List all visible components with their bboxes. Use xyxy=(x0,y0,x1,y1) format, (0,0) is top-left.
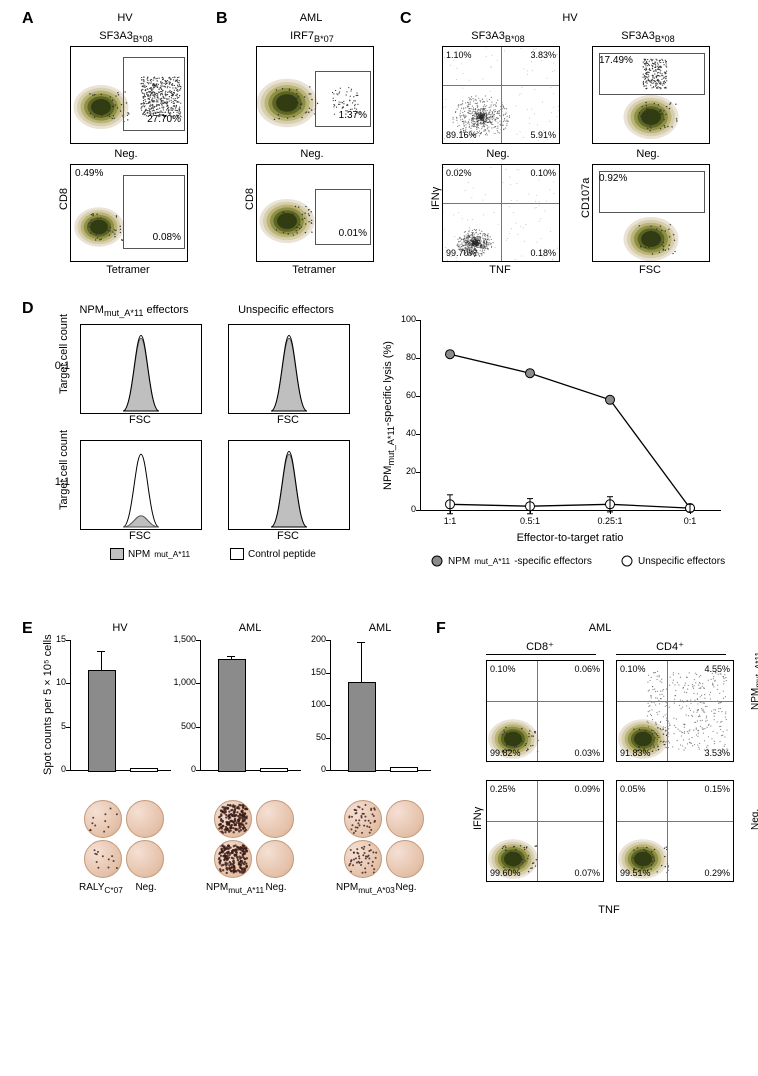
elispot-well xyxy=(386,840,424,878)
row-label: NPMmut_A*11 xyxy=(750,652,758,710)
elispot-well xyxy=(256,840,294,878)
flow-plot: 0.10%4.55%91.83%3.53% xyxy=(616,660,734,762)
panel-label-e: E xyxy=(22,620,33,638)
flow-plot: 0.05%0.15%99.51%0.29% xyxy=(616,780,734,882)
elispot-bar-chart xyxy=(70,640,171,771)
elispot-well xyxy=(344,840,382,878)
elispot-bar-chart xyxy=(330,640,431,771)
elispot-well xyxy=(214,800,252,838)
panel-label-f: F xyxy=(436,620,446,638)
row-label: Neg. xyxy=(750,809,758,830)
elispot-well xyxy=(256,800,294,838)
elispot-well xyxy=(386,800,424,838)
elispot-bar-chart xyxy=(200,640,301,771)
elispot-well xyxy=(84,800,122,838)
flow-plot: 0.10%0.06%99.82%0.03% xyxy=(486,660,604,762)
elispot-well xyxy=(84,840,122,878)
flow-plot: 0.25%0.09%99.60%0.07% xyxy=(486,780,604,882)
elispot-well xyxy=(126,840,164,878)
elispot-well xyxy=(344,800,382,838)
elispot-well xyxy=(214,840,252,878)
elispot-well xyxy=(126,800,164,838)
